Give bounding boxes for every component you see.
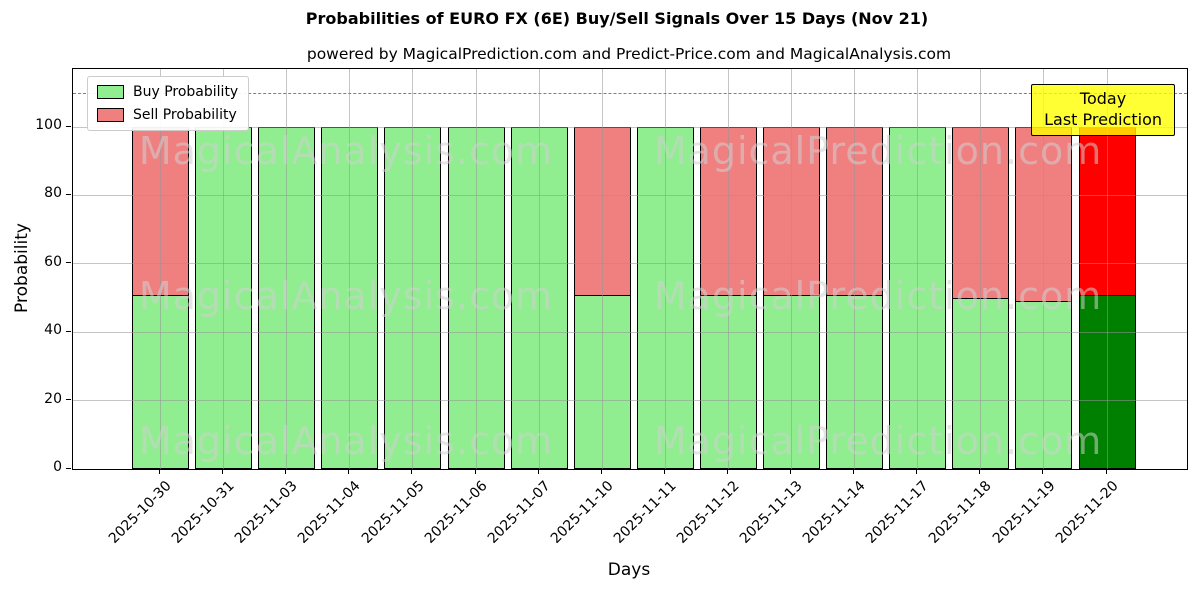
buy-swatch-icon bbox=[97, 85, 124, 99]
today-annotation: Today Last Prediction bbox=[1031, 84, 1175, 136]
y-tick-mark bbox=[66, 193, 71, 195]
x-tick-label: 2025-11-06 bbox=[421, 478, 491, 547]
x-tick-mark bbox=[285, 469, 287, 474]
x-tick-label: 2025-11-07 bbox=[484, 478, 554, 547]
x-tick-mark bbox=[726, 469, 728, 474]
y-tick-mark bbox=[66, 330, 71, 332]
plot-area: MagicalAnalysis.com MagicalPrediction.com… bbox=[72, 68, 1188, 470]
y-tick-mark bbox=[66, 125, 71, 127]
vertical-gridline bbox=[791, 69, 792, 469]
x-tick-mark bbox=[916, 469, 918, 474]
x-axis-label: Days bbox=[607, 560, 651, 580]
x-tick-label: 2025-11-04 bbox=[295, 478, 365, 547]
vertical-gridline bbox=[349, 69, 351, 469]
x-tick-label: 2025-10-30 bbox=[105, 478, 175, 547]
x-tick-label: 2025-11-11 bbox=[610, 478, 680, 547]
x-tick-label: 2025-10-31 bbox=[169, 478, 238, 547]
x-tick-mark bbox=[474, 469, 476, 474]
watermark-text: MagicalAnalysis.com bbox=[138, 274, 554, 318]
y-tick-mark bbox=[66, 399, 71, 401]
x-tick-mark bbox=[159, 469, 160, 474]
vertical-gridline bbox=[917, 69, 919, 469]
horizontal-gridline bbox=[73, 400, 1187, 402]
vertical-gridline bbox=[664, 69, 666, 469]
x-tick-mark bbox=[1042, 469, 1044, 474]
today-annotation-line2: Last Prediction bbox=[1044, 110, 1162, 129]
y-tick-label: 0 bbox=[53, 459, 62, 475]
y-tick-label: 100 bbox=[35, 117, 62, 134]
legend-item-buy: Buy Probability bbox=[97, 84, 238, 100]
x-tick-label: 2025-11-20 bbox=[1052, 478, 1122, 547]
x-tick-label: 2025-11-12 bbox=[673, 478, 743, 547]
horizontal-gridline bbox=[73, 331, 1187, 333]
x-tick-label: 2025-11-18 bbox=[926, 478, 996, 547]
y-tick-label: 20 bbox=[44, 390, 62, 407]
sell-swatch-icon bbox=[97, 108, 124, 122]
x-tick-label: 2025-11-13 bbox=[736, 478, 806, 547]
x-tick-label: 2025-11-14 bbox=[800, 478, 869, 547]
today-annotation-line1: Today bbox=[1079, 89, 1127, 108]
vertical-gridline bbox=[601, 69, 603, 469]
horizontal-gridline bbox=[73, 126, 1187, 128]
y-tick-label: 80 bbox=[44, 185, 62, 202]
watermark-text: MagicalPrediction.com bbox=[653, 419, 1103, 463]
vertical-gridline bbox=[538, 69, 540, 469]
legend-label-sell: Sell Probability bbox=[133, 107, 237, 123]
y-axis-label: Probability bbox=[12, 223, 32, 313]
horizontal-gridline bbox=[73, 263, 1187, 265]
horizontal-gridline bbox=[73, 194, 1187, 196]
vertical-gridline bbox=[1043, 69, 1045, 469]
vertical-gridline bbox=[286, 69, 288, 469]
y-tick-label: 60 bbox=[44, 253, 62, 270]
vertical-gridline bbox=[412, 69, 414, 469]
x-tick-mark bbox=[1105, 469, 1107, 474]
x-tick-label: 2025-11-05 bbox=[358, 478, 428, 547]
x-tick-label: 2025-11-19 bbox=[989, 478, 1059, 547]
legend: Buy Probability Sell Probability bbox=[87, 76, 250, 131]
dashed-threshold-line bbox=[73, 92, 1187, 94]
x-tick-mark bbox=[537, 469, 539, 474]
watermark-text: MagicalPrediction.com bbox=[653, 129, 1103, 173]
chart-title: Probabilities of EURO FX (6E) Buy/Sell S… bbox=[305, 9, 929, 28]
chart-subtitle: powered by MagicalPrediction.com and Pre… bbox=[306, 45, 952, 63]
vertical-gridline bbox=[160, 69, 161, 469]
x-tick-label: 2025-11-10 bbox=[547, 478, 617, 547]
x-tick-mark bbox=[600, 469, 602, 474]
vertical-gridline bbox=[727, 69, 729, 469]
x-tick-mark bbox=[348, 469, 350, 474]
vertical-gridline bbox=[980, 69, 982, 469]
x-tick-mark bbox=[663, 469, 665, 474]
x-tick-mark bbox=[790, 469, 791, 474]
watermark-text: MagicalAnalysis.com bbox=[138, 419, 554, 463]
x-tick-mark bbox=[222, 469, 224, 474]
x-tick-label: 2025-11-03 bbox=[232, 478, 302, 547]
legend-item-sell: Sell Probability bbox=[97, 107, 238, 123]
vertical-gridline bbox=[854, 69, 856, 469]
y-tick-label: 40 bbox=[44, 322, 62, 339]
x-tick-mark bbox=[411, 469, 413, 474]
watermark-text: MagicalAnalysis.com bbox=[138, 129, 554, 173]
x-tick-label: 2025-11-17 bbox=[863, 478, 933, 547]
y-tick-mark bbox=[66, 467, 71, 469]
vertical-gridline bbox=[1106, 69, 1108, 469]
watermark-text: MagicalPrediction.com bbox=[653, 274, 1103, 318]
vertical-gridline bbox=[475, 69, 477, 469]
vertical-gridline bbox=[223, 69, 225, 469]
legend-label-buy: Buy Probability bbox=[133, 84, 239, 100]
x-tick-mark bbox=[979, 469, 981, 474]
x-tick-mark bbox=[853, 469, 855, 474]
y-tick-mark bbox=[66, 262, 71, 264]
